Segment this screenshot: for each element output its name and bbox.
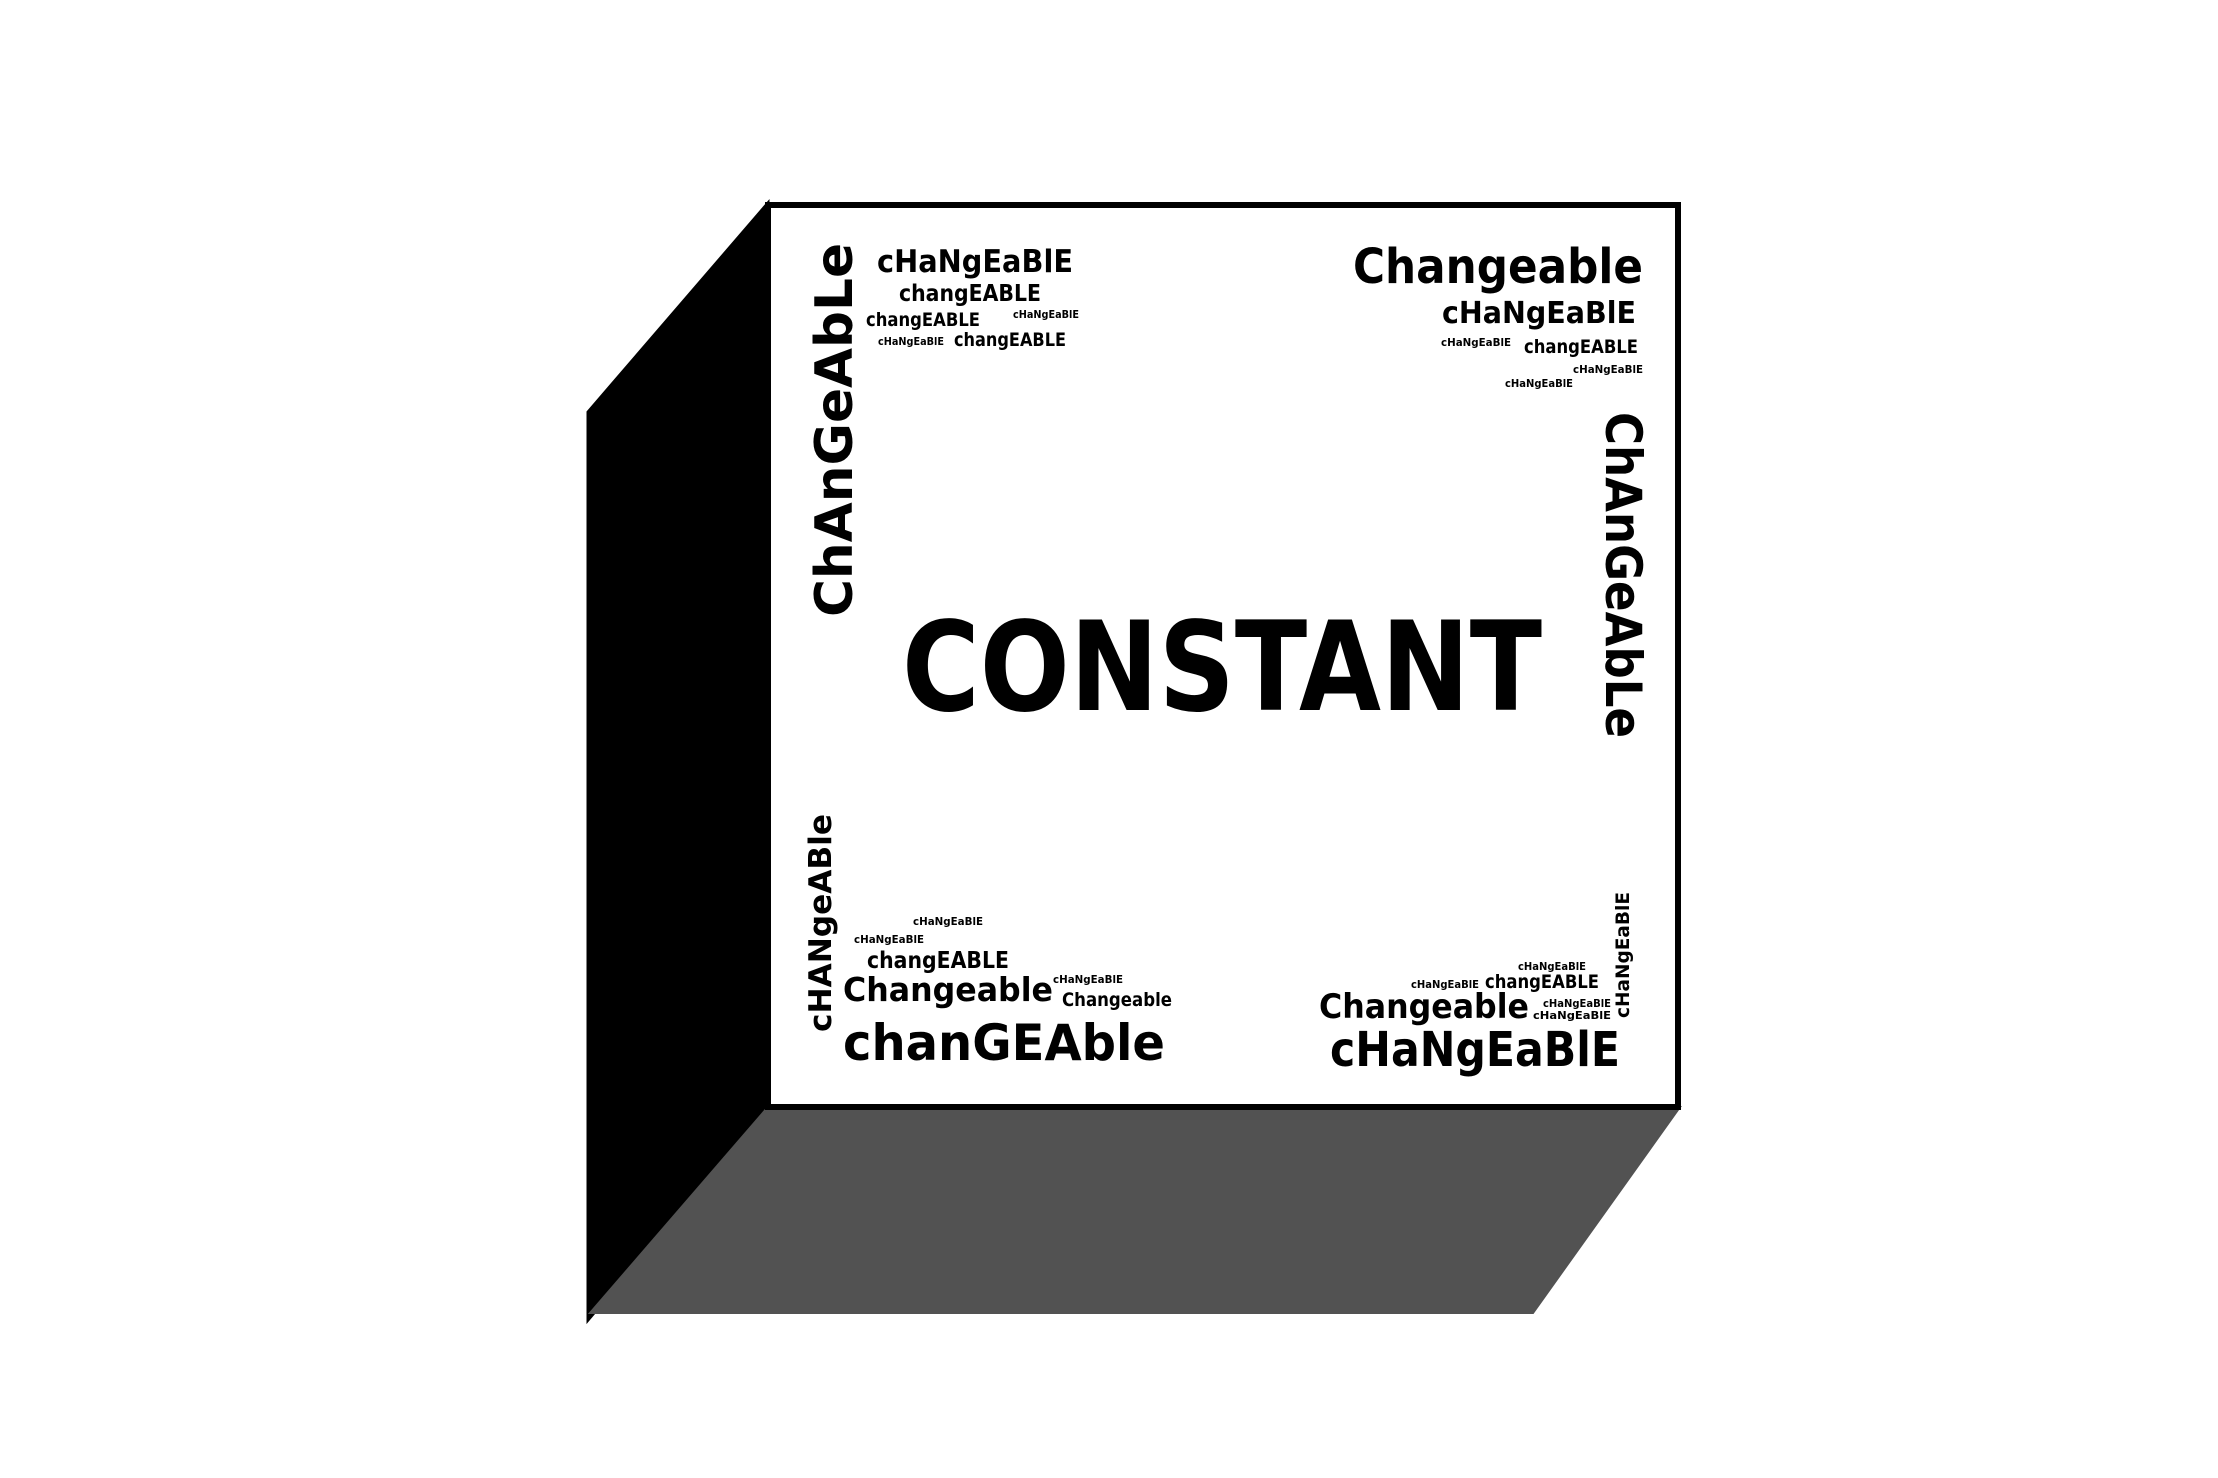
word-tr-1: Changeable [1353,239,1643,295]
word-br-2: cHaNgEaBlE [1411,978,1479,991]
word-tr-2: cHaNgEaBlE [1442,296,1636,331]
word-br-4: Changeable [1319,987,1529,1027]
word-br-7: cHaNgEaBlE [1330,1022,1620,1078]
word-br-6: cHaNgEaBlE [1533,1009,1611,1022]
box-bottom-side [587,1106,1682,1314]
word-bl-5: cHaNgEaBlE [1053,973,1123,986]
word-tl-3: changEABLE [866,309,980,331]
word-bl-6: Changeable [1062,989,1172,1011]
word-br-vertical: cHaNgEaBlE [1612,892,1634,1018]
word-bl-7: chanGEAble [843,1014,1165,1072]
word-br-1: cHaNgEaBlE [1518,960,1586,973]
word-bl-2: cHaNgEaBlE [854,933,924,946]
word-bl-3: changEABLE [867,948,1009,974]
word-tl-5: cHaNgEaBlE [878,335,944,348]
word-tl-6: changEABLE [954,329,1066,351]
center-label-constant: CONSTANT [902,596,1542,740]
word-tl-vertical: ChAnGeAbLe [805,243,865,617]
word-br-3: changEABLE [1485,971,1599,993]
word-tl-2: changEABLE [899,281,1041,307]
box-front-face [765,202,1681,1110]
word-bl-4: Changeable [843,970,1053,1009]
word-tr-3: cHaNgEaBlE [1441,336,1511,349]
word-br-5: cHaNgEaBlE [1543,997,1611,1010]
word-tr-6: cHaNgEaBlE [1505,377,1573,390]
word-bl-1: cHaNgEaBlE [913,915,983,928]
word-tr-4: changEABLE [1524,336,1638,358]
word-tl-4: cHaNgEaBlE [1013,308,1079,321]
word-bl-vertical: cHANgeABle [803,814,839,1032]
word-tr-5: cHaNgEaBlE [1573,363,1643,376]
word-tr-vertical: ChAnGeAbLe [1594,412,1652,738]
word-tl-1: cHaNgEaBlE [877,244,1073,280]
